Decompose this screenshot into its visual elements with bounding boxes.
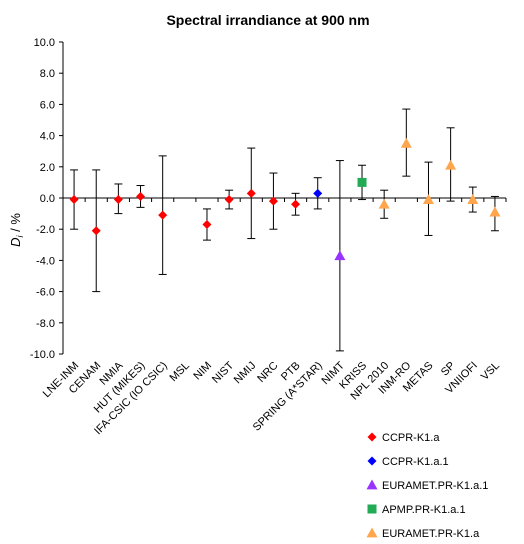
y-tick-label: -4.0 [36,255,55,267]
y-axis-label-main: D [8,238,23,247]
data-point [489,206,501,217]
x-category-label: NIST [210,359,236,385]
x-category-label: MSL [167,360,191,384]
data-point [202,220,212,230]
y-axis-ticks: 10.0 8.0 6.0 4.0 2.0 0.0 -2.0 -4.0 -6.0 -8.0 -10.0 [30,37,63,361]
legend-marker [367,504,377,514]
data-point [136,191,146,201]
legend-marker [366,527,378,538]
data-point [113,195,123,205]
data-point [357,177,367,187]
legend-label: CCPR-K1.a.1 [382,456,449,468]
data-point [422,194,434,204]
data-point [69,195,79,205]
data-point [334,250,346,261]
legend: CCPR-K1.a CCPR-K1.a.1 EURAMET.PR-K1.a.1 APM… [366,432,488,540]
data-point [400,137,412,148]
y-tick-label: 8.0 [40,68,55,80]
y-axis-label: Di / % [8,213,25,247]
y-tick-label: 0.0 [40,193,55,205]
y-tick-label: 4.0 [40,131,55,143]
data-point [445,159,457,170]
x-category-label: VSL [479,360,502,383]
y-tick-label: -8.0 [36,318,55,330]
y-tick-label: -2.0 [36,224,55,236]
data-point [268,196,278,206]
legend-label: APMP.PR-K1.a.1 [382,504,466,516]
y-tick-label: 6.0 [40,99,55,111]
y-tick-label: 10.0 [34,37,55,49]
chart-title: Spectral irrandiance at 900 nm [166,12,369,28]
data-point [91,226,101,236]
y-tick-label: -6.0 [36,287,55,299]
y-axis-label-suffix: / % [8,213,23,236]
data-point [291,199,301,209]
data-point [246,188,256,198]
legend-marker [366,479,378,490]
data-point [467,194,479,204]
legend-label: EURAMET.PR-K1.a [382,528,480,540]
x-category-label: NMIJ [232,360,259,387]
data-marks [69,108,501,352]
data-point [313,188,323,198]
data-point [224,195,234,205]
y-tick-label: -10.0 [30,349,55,361]
data-point [158,210,168,220]
y-tick-label: 2.0 [40,162,55,174]
legend-marker [367,432,377,442]
y-axis-label-sub: i [15,235,25,238]
legend-label: EURAMET.PR-K1.a.1 [382,480,488,492]
legend-marker [367,456,377,466]
x-category-label: NRC [255,360,280,385]
data-point [378,198,390,209]
legend-label: CCPR-K1.a [382,432,440,444]
